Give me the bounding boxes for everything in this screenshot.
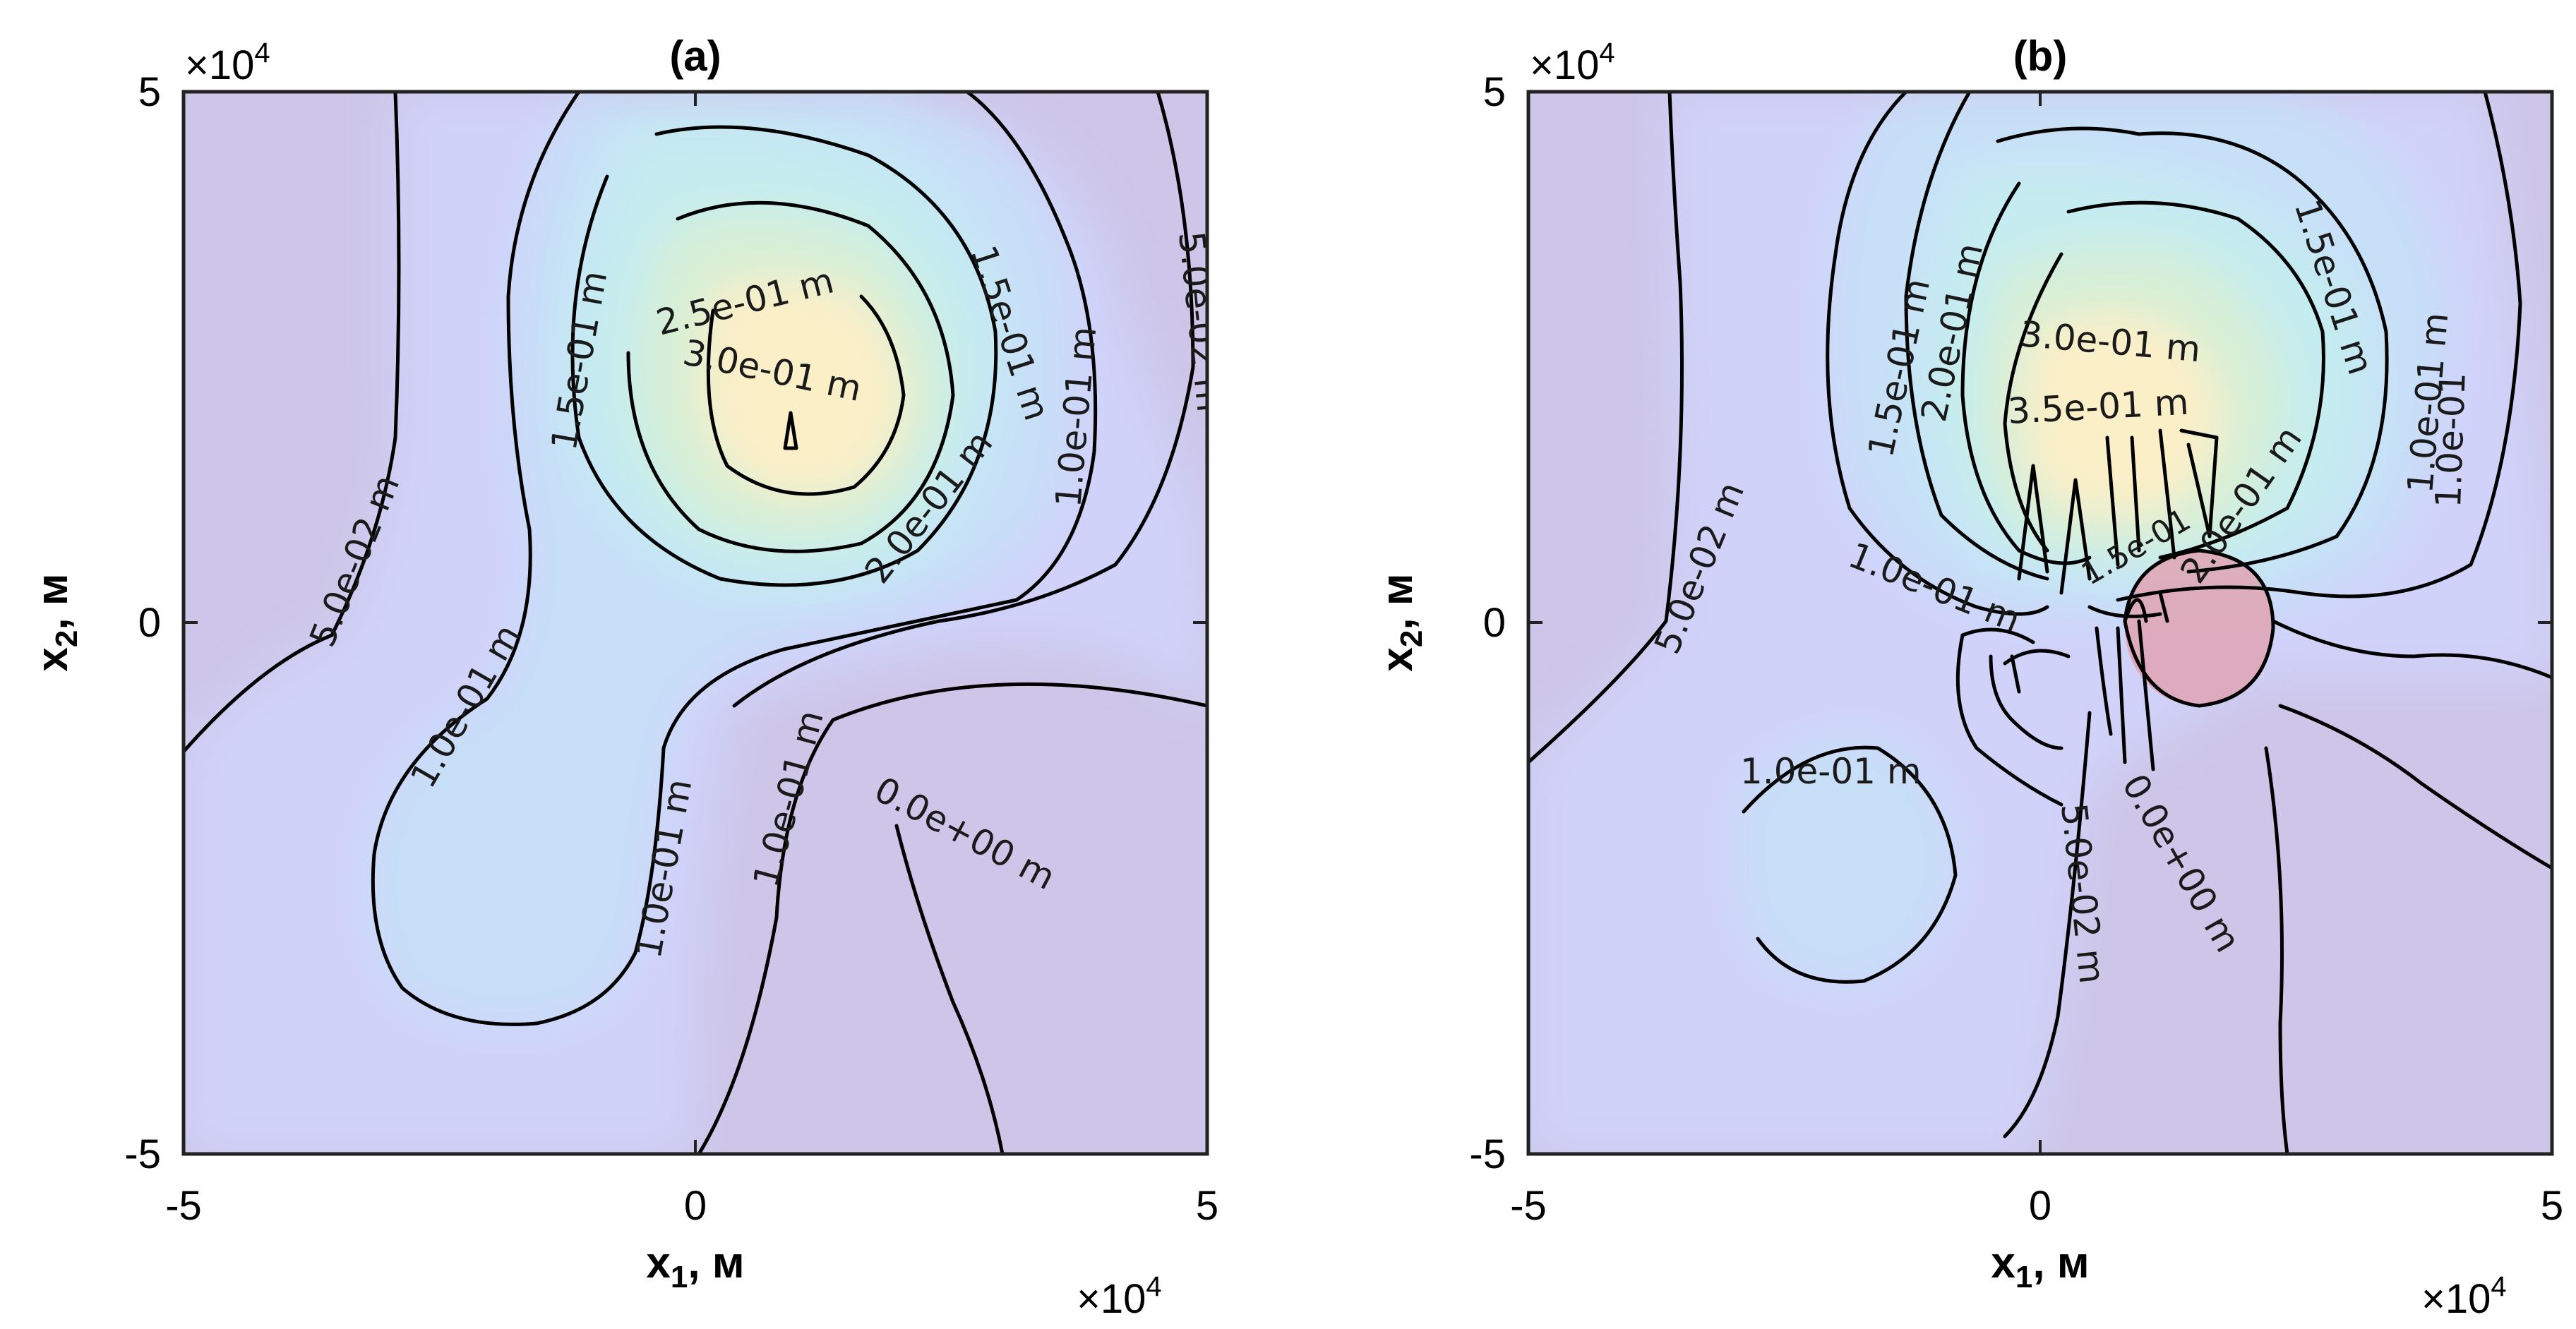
panel-a-plot-area: 5.0e-02 m 1.0e-01 m 1.5e-01 m 2.5e-01 m … bbox=[184, 92, 1207, 1154]
panel-a-xtick-right: 5 bbox=[1196, 1183, 1218, 1229]
panel-b-contour-19 bbox=[1742, 745, 1958, 984]
panel-a-xtick-mid: 0 bbox=[684, 1183, 707, 1229]
panel-a-y-multiplier: ×104 bbox=[185, 37, 270, 88]
panel-a-contour-3 bbox=[732, 92, 1195, 708]
panel-b-ylabel: x2, м bbox=[1373, 573, 1429, 671]
panel-b-contour-2 bbox=[1826, 92, 2049, 616]
panel-b-contour-14 bbox=[2017, 464, 2092, 595]
panel-a-xlabel: x1, м bbox=[646, 1239, 744, 1294]
panel-b-contour-13 bbox=[2105, 428, 2219, 567]
panel-b: 5.0e-02 m 1.5e-01 m 2.0e-01 m 3.0e-01 m … bbox=[1373, 32, 2563, 1322]
panel-b-label-5: 3.5e-01 m bbox=[2007, 382, 2190, 432]
panel-b-label-12: 1.0e-01 m bbox=[1740, 751, 1922, 792]
panel-b-ytick-mid: 0 bbox=[1483, 600, 1506, 646]
panel-b-negative-outline bbox=[2123, 548, 2275, 708]
panel-b-contour-15 bbox=[1960, 605, 2162, 666]
panel-b-contour-8 bbox=[1904, 92, 2049, 581]
panel-b-contour-lines bbox=[1528, 92, 2552, 1154]
panel-b-contour-11 bbox=[2066, 200, 2325, 560]
panel-b-contour-17 bbox=[1989, 654, 2063, 750]
panel-a-peak-marker bbox=[783, 411, 798, 450]
panel-a-ytick-bottom: -5 bbox=[124, 1131, 161, 1177]
panel-a-contour-8 bbox=[706, 294, 906, 496]
panel-b-contour-4 bbox=[2271, 619, 2552, 680]
panel-b-ytick-top: 5 bbox=[1483, 69, 1506, 115]
panel-a-fill-level-5 bbox=[700, 277, 905, 501]
panel-b-fill-lobe-lower-left bbox=[1738, 738, 1955, 982]
panel-a-ytick-top: 5 bbox=[138, 69, 161, 115]
panel-a-contour-1 bbox=[184, 92, 401, 754]
panel-b-negative-region bbox=[2125, 551, 2273, 706]
panel-b-contour-9 bbox=[1996, 126, 2389, 574]
panel-b-ytick-bottom: -5 bbox=[1469, 1131, 1506, 1177]
panel-b-contour-7 bbox=[2003, 711, 2092, 1138]
panel-a-contour-lines bbox=[184, 92, 1207, 1154]
panel-b-xlabel: x1, м bbox=[1991, 1239, 2089, 1294]
panel-b-contour-16 bbox=[1955, 633, 2063, 807]
panel-b-contour-1 bbox=[1528, 92, 1684, 764]
panel-a-contour-2 bbox=[371, 92, 1098, 1026]
panel-a-xtick-left: -5 bbox=[165, 1183, 202, 1229]
panel-b-x-multiplier: ×104 bbox=[2421, 1271, 2507, 1322]
panel-b-fill-level-5 bbox=[2023, 312, 2224, 517]
panel-b-title: (b) bbox=[2013, 32, 2068, 80]
panel-b-tick-marks bbox=[1528, 92, 2552, 1154]
panel-a-contour-4 bbox=[697, 682, 1207, 1154]
panel-b-contour-18 bbox=[2095, 619, 2155, 771]
panel-a-ytick-mid: 0 bbox=[138, 600, 161, 646]
panel-b-xtick-right: 5 bbox=[2541, 1183, 2563, 1229]
panel-b-xtick-mid: 0 bbox=[2029, 1183, 2051, 1229]
panel-a: 5.0e-02 m 1.0e-01 m 1.5e-01 m 2.5e-01 m … bbox=[28, 32, 1218, 1322]
panel-b-contour-5 bbox=[2278, 704, 2552, 870]
panel-b-label-11: 1.0e-01 bbox=[2428, 372, 2474, 509]
panel-b-plot-area: 5.0e-02 m 1.5e-01 m 2.0e-01 m 3.0e-01 m … bbox=[1528, 92, 2552, 1154]
panel-b-contour-6 bbox=[2264, 746, 2289, 1154]
panel-a-filled-contours bbox=[184, 92, 1207, 1154]
panel-a-contour-7 bbox=[626, 200, 955, 553]
panel-b-y-multiplier: ×104 bbox=[1530, 37, 1615, 88]
panel-a-tick-marks bbox=[184, 92, 1207, 1154]
panel-b-xtick-left: -5 bbox=[1510, 1183, 1547, 1229]
panel-a-title: (a) bbox=[669, 32, 721, 80]
panel-a-contour-6 bbox=[570, 125, 998, 587]
panel-b-contour-3 bbox=[2116, 92, 2522, 602]
panel-a-ylabel: x2, м bbox=[28, 573, 84, 671]
panel-a-x-multiplier: ×104 bbox=[1077, 1271, 1162, 1322]
panel-a-contour-5 bbox=[894, 824, 1005, 1154]
